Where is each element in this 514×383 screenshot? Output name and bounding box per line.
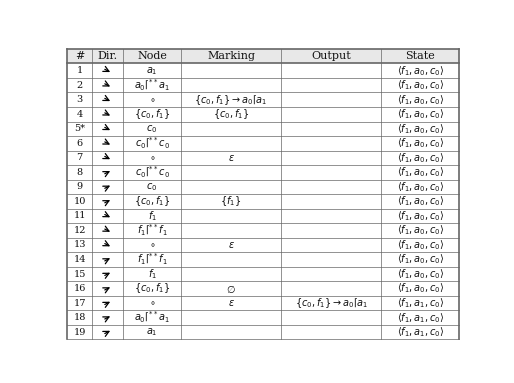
Text: $\{c_0, f_1\} \to a_0 \lceil a_1$: $\{c_0, f_1\} \to a_0 \lceil a_1$ <box>194 93 268 106</box>
Text: $\{c_0, f_1\}$: $\{c_0, f_1\}$ <box>134 195 170 208</box>
Text: 16: 16 <box>74 284 86 293</box>
Text: $\langle f_1, a_0, c_0\rangle$: $\langle f_1, a_0, c_0\rangle$ <box>397 253 444 267</box>
Text: 11: 11 <box>74 211 86 221</box>
Text: Dir.: Dir. <box>98 51 118 61</box>
Text: 2: 2 <box>77 81 83 90</box>
Text: 17: 17 <box>74 299 86 308</box>
Text: 19: 19 <box>74 327 86 337</box>
Text: 1: 1 <box>77 66 83 75</box>
Text: $c_0$: $c_0$ <box>146 123 158 135</box>
Bar <box>67 209 460 223</box>
Text: 13: 13 <box>74 241 86 249</box>
Text: 3: 3 <box>77 95 83 104</box>
Text: $c_0 \lceil^{**} c_0$: $c_0 \lceil^{**} c_0$ <box>135 165 170 180</box>
Bar <box>67 180 460 194</box>
Text: 14: 14 <box>74 255 86 264</box>
Bar <box>67 136 460 151</box>
Bar <box>67 78 460 92</box>
Text: $\langle f_1, a_1, c_0\rangle$: $\langle f_1, a_1, c_0\rangle$ <box>397 311 444 324</box>
Text: $\{f_1\}$: $\{f_1\}$ <box>221 195 242 208</box>
Bar <box>67 92 460 107</box>
Text: 7: 7 <box>77 153 83 162</box>
Text: $\langle f_1, a_0, c_0\rangle$: $\langle f_1, a_0, c_0\rangle$ <box>397 224 444 237</box>
Text: 8: 8 <box>77 168 83 177</box>
Text: $\circ$: $\circ$ <box>149 95 155 104</box>
Text: $\{c_0, f_1\}$: $\{c_0, f_1\}$ <box>134 282 170 295</box>
Text: $\circ$: $\circ$ <box>149 299 155 308</box>
Bar <box>67 281 460 296</box>
Text: $c_0 \lceil^{**} c_0$: $c_0 \lceil^{**} c_0$ <box>135 136 170 151</box>
Text: $\{c_0, f_1\}$: $\{c_0, f_1\}$ <box>213 107 249 121</box>
Text: $\langle f_1, a_0, c_0\rangle$: $\langle f_1, a_0, c_0\rangle$ <box>397 267 444 281</box>
Text: 18: 18 <box>74 313 86 322</box>
Text: $\langle f_1, a_0, c_0\rangle$: $\langle f_1, a_0, c_0\rangle$ <box>397 122 444 136</box>
Text: 6: 6 <box>77 139 83 148</box>
Text: 4: 4 <box>77 110 83 119</box>
Bar <box>67 107 460 121</box>
Text: $\langle f_1, a_0, c_0\rangle$: $\langle f_1, a_0, c_0\rangle$ <box>397 165 444 179</box>
Text: $\langle f_1, a_0, c_0\rangle$: $\langle f_1, a_0, c_0\rangle$ <box>397 195 444 208</box>
Bar <box>67 49 460 64</box>
Bar <box>67 310 460 325</box>
Text: $f_1 \lceil^{**} f_1$: $f_1 \lceil^{**} f_1$ <box>137 223 168 238</box>
Text: 12: 12 <box>74 226 86 235</box>
Text: $\circ$: $\circ$ <box>149 241 155 249</box>
Text: $\langle f_1, a_0, c_0\rangle$: $\langle f_1, a_0, c_0\rangle$ <box>397 238 444 252</box>
Bar <box>67 296 460 310</box>
Text: $\langle f_1, a_0, c_0\rangle$: $\langle f_1, a_0, c_0\rangle$ <box>397 151 444 165</box>
Text: $\{c_0, f_1\} \to a_0 \lceil a_1$: $\{c_0, f_1\} \to a_0 \lceil a_1$ <box>295 296 368 310</box>
Text: $\emptyset$: $\emptyset$ <box>226 283 236 295</box>
Bar <box>67 165 460 180</box>
Text: $\langle f_1, a_0, c_0\rangle$: $\langle f_1, a_0, c_0\rangle$ <box>397 78 444 92</box>
Text: $\{c_0, f_1\}$: $\{c_0, f_1\}$ <box>134 107 170 121</box>
Text: 5*: 5* <box>74 124 85 133</box>
Bar <box>67 121 460 136</box>
Text: Marking: Marking <box>207 51 255 61</box>
Text: 9: 9 <box>77 182 83 192</box>
Text: Output: Output <box>311 51 351 61</box>
Text: $\langle f_1, a_1, c_0\rangle$: $\langle f_1, a_1, c_0\rangle$ <box>397 325 444 339</box>
Bar <box>67 267 460 281</box>
Text: $\varepsilon$: $\varepsilon$ <box>228 298 234 308</box>
Text: $\langle f_1, a_1, c_0\rangle$: $\langle f_1, a_1, c_0\rangle$ <box>397 296 444 310</box>
Text: 10: 10 <box>74 197 86 206</box>
Text: $\langle f_1, a_0, c_0\rangle$: $\langle f_1, a_0, c_0\rangle$ <box>397 107 444 121</box>
Text: $f_1 \lceil^{**} f_1$: $f_1 \lceil^{**} f_1$ <box>137 252 168 267</box>
Bar <box>67 238 460 252</box>
Bar <box>67 325 460 339</box>
Text: $c_0$: $c_0$ <box>146 181 158 193</box>
Bar <box>67 64 460 78</box>
Text: $\varepsilon$: $\varepsilon$ <box>228 153 234 163</box>
Text: $\langle f_1, a_0, c_0\rangle$: $\langle f_1, a_0, c_0\rangle$ <box>397 282 444 295</box>
Text: #: # <box>75 51 84 61</box>
Text: $a_1$: $a_1$ <box>146 65 158 77</box>
Text: $\langle f_1, a_0, c_0\rangle$: $\langle f_1, a_0, c_0\rangle$ <box>397 209 444 223</box>
Text: $\langle f_1, a_0, c_0\rangle$: $\langle f_1, a_0, c_0\rangle$ <box>397 180 444 194</box>
Text: Node: Node <box>137 51 167 61</box>
Text: $\varepsilon$: $\varepsilon$ <box>228 240 234 250</box>
Bar <box>67 194 460 209</box>
Bar <box>67 252 460 267</box>
Text: $\langle f_1, a_0, c_0\rangle$: $\langle f_1, a_0, c_0\rangle$ <box>397 64 444 78</box>
Text: $a_0 \lceil^{**} a_1$: $a_0 \lceil^{**} a_1$ <box>134 310 170 325</box>
Text: $\langle f_1, a_0, c_0\rangle$: $\langle f_1, a_0, c_0\rangle$ <box>397 136 444 150</box>
Text: $\langle f_1, a_0, c_0\rangle$: $\langle f_1, a_0, c_0\rangle$ <box>397 93 444 106</box>
Text: $\circ$: $\circ$ <box>149 153 155 162</box>
Bar <box>67 223 460 238</box>
Text: State: State <box>406 51 435 61</box>
Text: $f_1$: $f_1$ <box>148 267 157 281</box>
Bar <box>67 151 460 165</box>
Text: $f_1$: $f_1$ <box>148 209 157 223</box>
Text: $a_0 \lceil^{**} a_1$: $a_0 \lceil^{**} a_1$ <box>134 77 170 93</box>
Text: $a_1$: $a_1$ <box>146 326 158 338</box>
Text: 15: 15 <box>74 270 86 278</box>
